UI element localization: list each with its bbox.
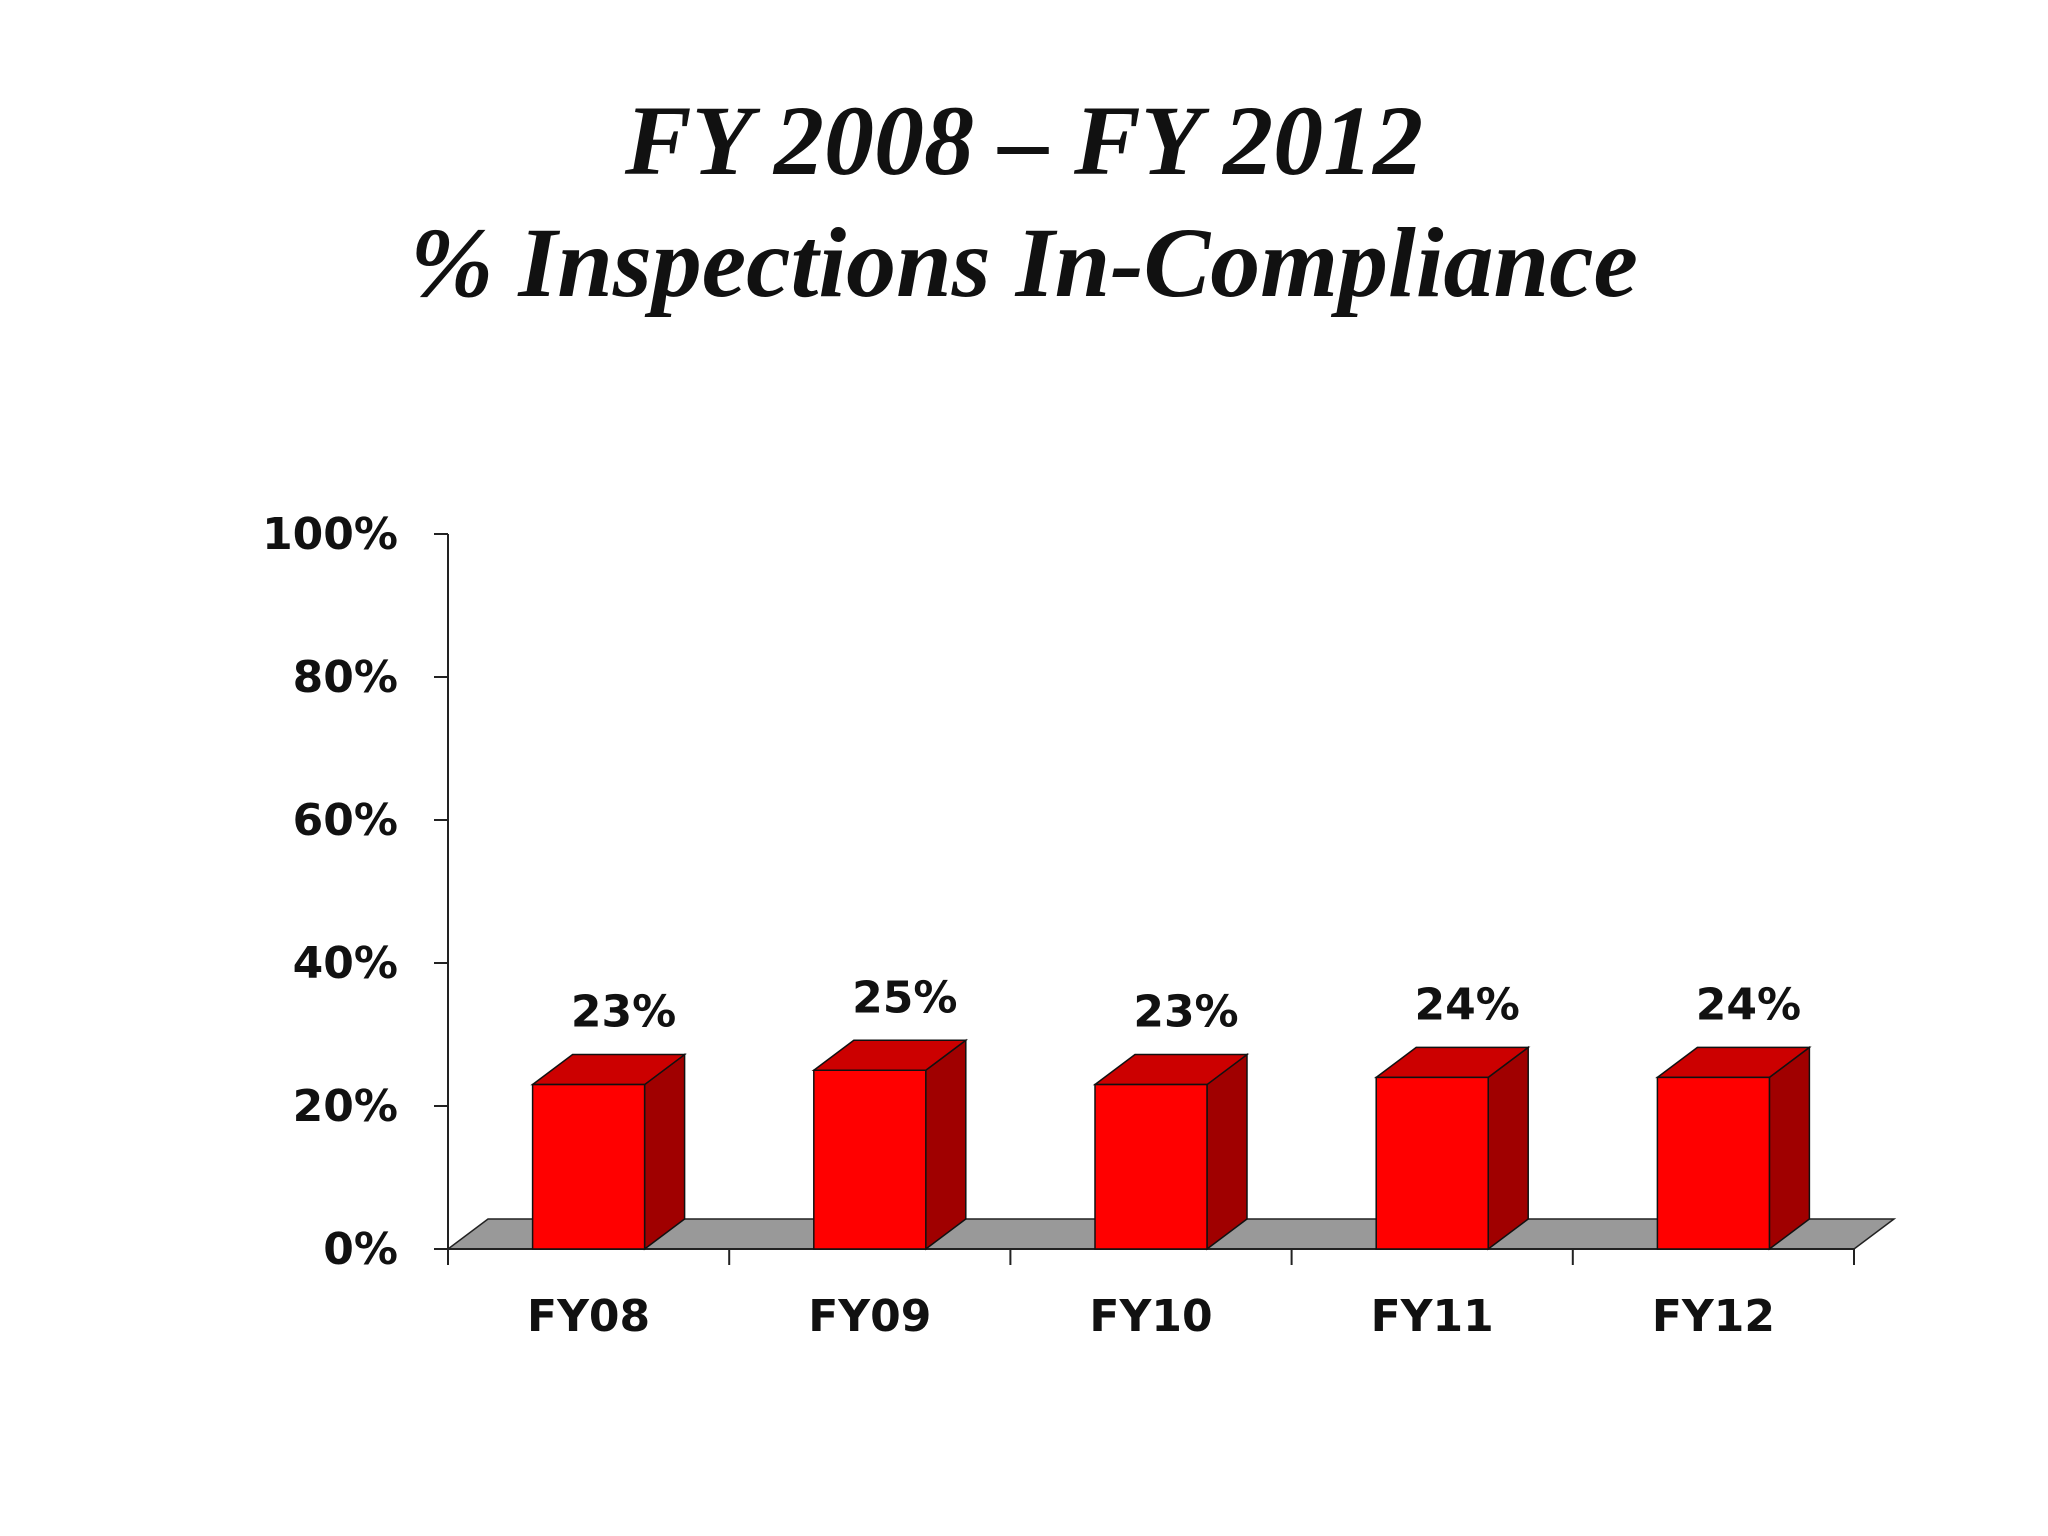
y-tick-label: 80% [293,652,398,703]
chart-axes: 0% 20% 40% 60% 80% 100% [262,509,1855,1275]
bar [1373,1045,1531,1251]
x-tick-label: FY09 [808,1291,931,1342]
bar-side-face [1206,1053,1248,1251]
bar-front-face [531,1083,646,1250]
bar [811,1038,969,1251]
y-tick-label: 100% [262,509,398,560]
y-tick-label: 60% [293,795,398,846]
y-tick-label: 20% [293,1081,398,1132]
x-tick-label: FY11 [1371,1291,1494,1342]
bar [530,1053,687,1251]
x-tick-label: FY12 [1652,1291,1775,1342]
title-line-2: % Inspections In-Compliance [410,207,1638,318]
title-line-1: FY 2008 – FY 2012 [624,85,1424,196]
bar-side-face [1768,1045,1811,1251]
x-tick-label: FY10 [1089,1291,1212,1342]
x-tick-label: FY08 [527,1291,650,1342]
bar-side-face [1487,1045,1529,1251]
data-label: 24% [1415,979,1520,1030]
bar-front-face [1375,1076,1489,1250]
bar [1655,1045,1812,1251]
bar-front-face [1656,1076,1771,1250]
bar-side-face [643,1053,686,1251]
y-tick-label: 40% [293,938,398,989]
chart-labels: 23% FY08 25% FY09 23% FY10 24% FY11 24% FY12 [527,972,1801,1342]
data-label: 25% [852,972,957,1023]
data-label: 23% [571,987,676,1038]
y-tick-label: 0% [323,1224,398,1275]
slide-title: FY 2008 – FY 2012 % Inspections In-Compl… [0,80,2048,324]
bar [1092,1053,1250,1251]
bar-side-face [925,1038,967,1251]
bar-front-face [1094,1083,1208,1250]
data-label: 24% [1696,979,1801,1030]
chart-bars [530,1038,1812,1251]
data-label: 23% [1133,987,1238,1038]
bar-front-face [813,1069,927,1250]
